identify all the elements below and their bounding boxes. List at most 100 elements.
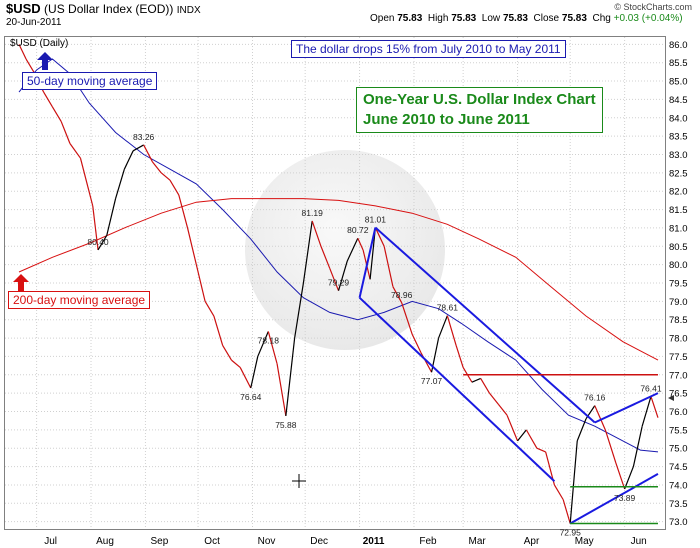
close-label: Close: [533, 13, 560, 24]
low-value: 75.83: [502, 13, 528, 24]
price-segment: [329, 268, 340, 291]
price-segment: [536, 447, 546, 453]
channel-line: [358, 227, 377, 298]
price-segment: [517, 429, 527, 442]
chg-label: Chg: [592, 13, 611, 24]
y-tick-label: 86.0: [669, 40, 688, 51]
y-tick-label: 85.5: [669, 58, 688, 69]
exchange: INDX: [176, 5, 201, 16]
price-segment: [285, 338, 296, 416]
channel-line: [358, 296, 556, 482]
price-segment: [257, 331, 269, 357]
y-tick-label: 78.5: [669, 315, 688, 326]
price-segment: [346, 237, 359, 262]
price-segment: [25, 58, 36, 75]
price-segment: [401, 302, 413, 335]
price-segment: [195, 264, 206, 302]
close-value: 75.83: [561, 13, 587, 24]
ma200-arrow-icon: [13, 274, 29, 291]
price-segment: [471, 377, 481, 383]
price-segment: [411, 334, 422, 354]
price-segment: [186, 227, 197, 265]
price-segment: [615, 462, 626, 490]
price-segment: [506, 414, 519, 442]
price-segment: [497, 403, 508, 416]
price-label: 79.29: [328, 278, 350, 288]
price-segment: [231, 359, 241, 368]
price-segment: [276, 363, 287, 417]
y-tick-label: 75.0: [669, 444, 688, 455]
price-segment: [446, 315, 457, 346]
price-segment: [267, 331, 278, 364]
price-segment: [525, 429, 538, 449]
price-segment: [632, 426, 643, 467]
price-segment: [92, 205, 99, 251]
y-tick-label: 84.5: [669, 95, 688, 106]
x-tick-label: Jul: [44, 536, 57, 547]
price-segment: [60, 121, 71, 144]
price-segment: [115, 169, 125, 199]
price-segment: [488, 392, 499, 405]
price-segment: [213, 315, 224, 346]
drop-annotation: The dollar drops 15% from July 2010 to M…: [291, 40, 566, 58]
x-tick-label: Sep: [151, 536, 169, 547]
y-tick-label: 75.5: [669, 425, 688, 436]
price-segment: [123, 150, 134, 170]
price-segment: [320, 246, 331, 269]
x-tick-label: Aug: [96, 536, 114, 547]
price-segment: [222, 345, 232, 361]
x-tick-label: Apr: [524, 536, 540, 547]
y-tick-label: 77.5: [669, 352, 688, 363]
price-segment: [624, 466, 634, 490]
price-label: 78.18: [258, 335, 280, 345]
price-label: 83.26: [133, 132, 155, 142]
x-tick-label: May: [575, 536, 594, 547]
open-value: 75.83: [397, 13, 423, 24]
price-label: 81.01: [365, 215, 387, 225]
y-tick-label: 80.5: [669, 242, 688, 253]
price-segment: [594, 405, 606, 431]
x-tick-label: Feb: [419, 536, 437, 547]
price-segment: [420, 352, 433, 373]
channel-line: [569, 473, 659, 525]
y-tick-label: 79.5: [669, 279, 688, 290]
price-segment: [18, 44, 27, 60]
x-tick-label: Dec: [310, 536, 328, 547]
ma50-label: 50-day moving average: [22, 72, 158, 90]
y-tick-label: 82.5: [669, 168, 688, 179]
price-segment: [178, 194, 189, 229]
y-tick-label: 78.0: [669, 334, 688, 345]
last-price-marker-icon: [668, 395, 674, 401]
price-segment: [132, 144, 144, 152]
price-segment: [106, 198, 117, 236]
price-label: 78.96: [391, 290, 413, 300]
y-tick-label: 84.0: [669, 113, 688, 124]
open-label: Open: [370, 13, 395, 24]
x-tick-label: Nov: [258, 536, 276, 547]
price-segment: [69, 143, 81, 159]
chart-date: 20-Jun-2011: [6, 17, 62, 28]
price-segment: [337, 260, 348, 291]
chart-title-box: One-Year U.S. Dollar Index Chart June 20…: [356, 87, 603, 133]
price-segment: [562, 499, 571, 524]
channel-line: [594, 392, 659, 424]
price-label: 72.95: [560, 527, 582, 537]
price-segment: [51, 106, 62, 122]
price-label: 80.40: [87, 237, 109, 247]
price-label: 73.89: [614, 493, 636, 503]
x-tick-label: Oct: [204, 536, 220, 547]
price-segment: [294, 282, 304, 339]
chg-value: +0.03 (+0.04%): [613, 13, 683, 24]
y-tick-label: 81.0: [669, 223, 688, 234]
panel-label: $USD (Daily): [10, 38, 69, 49]
price-label: 76.41: [640, 383, 662, 393]
price-segment: [239, 367, 252, 389]
y-tick-label: 83.5: [669, 132, 688, 143]
price-segment: [97, 234, 108, 251]
price-segment: [455, 345, 464, 368]
y-tick-label: 83.0: [669, 150, 688, 161]
y-tick-label: 81.5: [669, 205, 688, 216]
ma200-line: [18, 198, 659, 361]
price-segment: [250, 356, 259, 389]
